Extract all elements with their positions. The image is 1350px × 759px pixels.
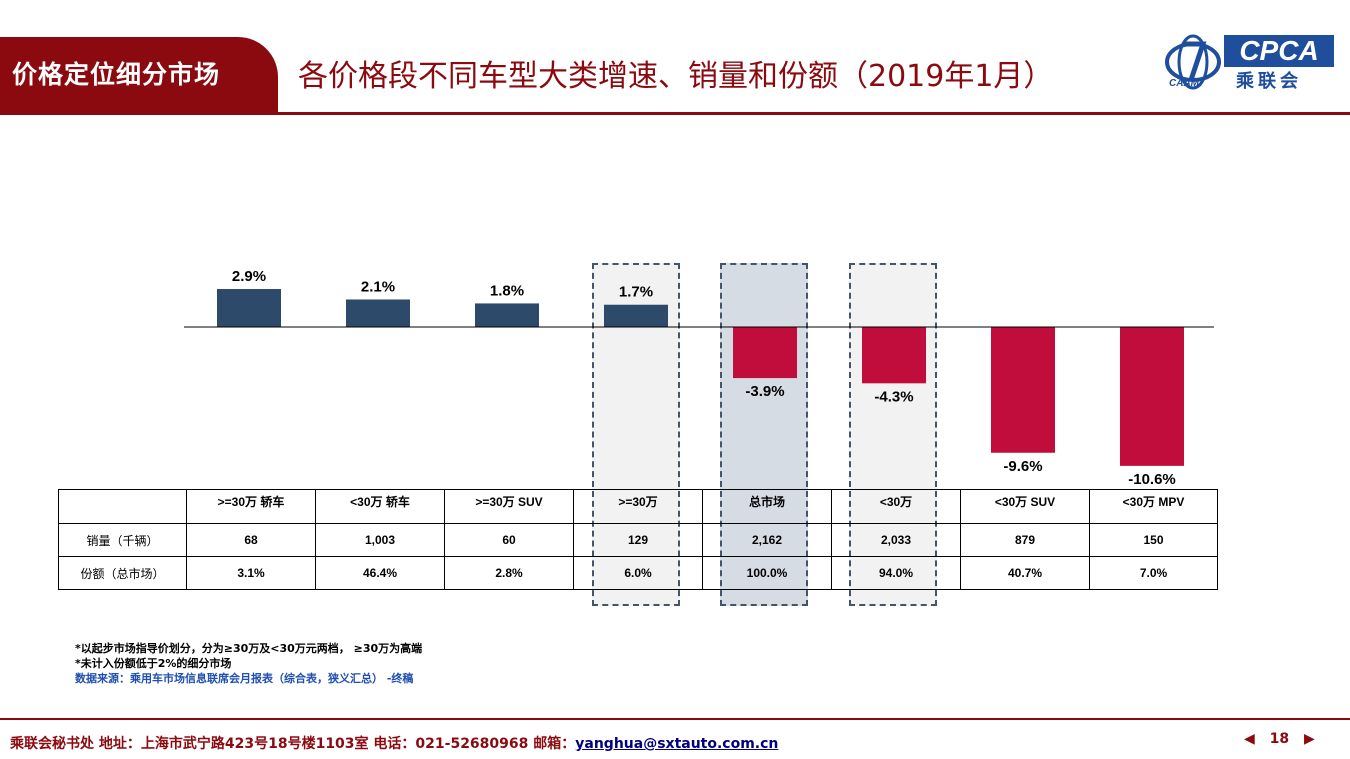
table-header-cell: <30万 bbox=[831, 489, 961, 524]
bar-6 bbox=[991, 327, 1055, 453]
section-tab-label: 价格定位细分市场 bbox=[12, 60, 221, 89]
table-header-cell: >=30万 bbox=[573, 489, 703, 524]
data-label-0: 2.9% bbox=[232, 268, 266, 285]
table-header-cell: <30万 SUV bbox=[960, 489, 1090, 524]
logo-cn-text: 乘联会 bbox=[1236, 71, 1302, 92]
sales-share-table: >=30万 轿车 <30万 轿车 >=30万 SUV >=30万 总市场 <30… bbox=[58, 489, 1218, 590]
table-cell: 94.0% bbox=[831, 556, 961, 590]
data-source-note: 数据来源：乘用车市场信息联席会月报表（综合表，狭义汇总） -终稿 bbox=[75, 672, 414, 685]
bar-5 bbox=[862, 327, 926, 384]
logo-caam-text: CAAM bbox=[1169, 78, 1199, 89]
page-navigator: ◀ 18 ▶ bbox=[1244, 731, 1315, 747]
table-cell: 46.4% bbox=[315, 556, 445, 590]
table-cell: 60 bbox=[444, 523, 574, 557]
table-cell: 2,033 bbox=[831, 523, 961, 557]
table-cell: 2.8% bbox=[444, 556, 574, 590]
header-divider bbox=[0, 112, 1350, 115]
table-cell: 100.0% bbox=[702, 556, 832, 590]
footer-address: 乘联会秘书处 地址：上海市武宁路423号18号楼1103室 电话：021-526… bbox=[10, 736, 576, 752]
data-label-1: 2.1% bbox=[361, 278, 395, 295]
table-header-cell: >=30万 SUV bbox=[444, 489, 574, 524]
row-label-sales: 销量（千辆） bbox=[58, 523, 187, 557]
data-label-3: 1.7% bbox=[619, 284, 653, 301]
triangle-left-icon[interactable]: ◀ bbox=[1244, 731, 1255, 747]
table-cell: 150 bbox=[1089, 523, 1218, 557]
footnote-exclusion: *未计入份额低于2%的细分市场 bbox=[75, 657, 232, 670]
logo-cpca-text: CPCA bbox=[1224, 35, 1334, 67]
data-label-4: -3.9% bbox=[745, 383, 784, 400]
table-header-cell: <30万 轿车 bbox=[315, 489, 445, 524]
bar-1 bbox=[346, 299, 410, 327]
bar-0 bbox=[217, 289, 281, 327]
table-row: 销量（千辆） 68 1,003 60 129 2,162 2,033 879 1… bbox=[58, 523, 1218, 557]
table-cell: 7.0% bbox=[1089, 556, 1218, 590]
page-number: 18 bbox=[1269, 731, 1290, 747]
table-cell: 68 bbox=[186, 523, 316, 557]
table-header-cell: 总市场 bbox=[702, 489, 832, 524]
page-title: 各价格段不同车型大类增速、销量和份额（2019年1月） bbox=[298, 59, 1054, 94]
row-label-share: 份额（总市场） bbox=[58, 556, 187, 590]
bar-2 bbox=[475, 303, 539, 327]
table-row: 份额（总市场） 3.1% 46.4% 2.8% 6.0% 100.0% 94.0… bbox=[58, 556, 1218, 590]
data-label-5: -4.3% bbox=[874, 388, 913, 405]
cpca-logo-icon bbox=[1165, 34, 1221, 90]
data-label-2: 1.8% bbox=[490, 282, 524, 299]
table-header-row: >=30万 轿车 <30万 轿车 >=30万 SUV >=30万 总市场 <30… bbox=[58, 489, 1218, 524]
triangle-right-icon[interactable]: ▶ bbox=[1304, 731, 1315, 747]
table-cell: 879 bbox=[960, 523, 1090, 557]
data-label-7: -10.6% bbox=[1128, 471, 1176, 488]
bar-7 bbox=[1120, 327, 1184, 466]
table-cell: 6.0% bbox=[573, 556, 703, 590]
footer-divider bbox=[0, 718, 1350, 720]
table-cell: 2,162 bbox=[702, 523, 832, 557]
footer-contact: 乘联会秘书处 地址：上海市武宁路423号18号楼1103室 电话：021-526… bbox=[10, 733, 778, 753]
table-cell: 1,003 bbox=[315, 523, 445, 557]
footnotes: *以起步市场指导价划分，分为≥30万及<30万元两档， ≥30万为高端 *未计入… bbox=[75, 641, 422, 686]
table-header-cell: >=30万 轿车 bbox=[186, 489, 316, 524]
table-cell: 129 bbox=[573, 523, 703, 557]
table-cell: 40.7% bbox=[960, 556, 1090, 590]
bar-3 bbox=[604, 304, 668, 327]
bar-4 bbox=[733, 327, 797, 379]
section-tab bbox=[0, 37, 278, 113]
table-header-cell: <30万 MPV bbox=[1089, 489, 1218, 524]
table-corner-cell bbox=[58, 489, 187, 524]
data-label-6: -9.6% bbox=[1003, 458, 1042, 475]
footer-email-link[interactable]: yanghua@sxtauto.com.cn bbox=[575, 736, 779, 752]
table-cell: 3.1% bbox=[186, 556, 316, 590]
footnote-segmentation: *以起步市场指导价划分，分为≥30万及<30万元两档， ≥30万为高端 bbox=[75, 642, 423, 655]
